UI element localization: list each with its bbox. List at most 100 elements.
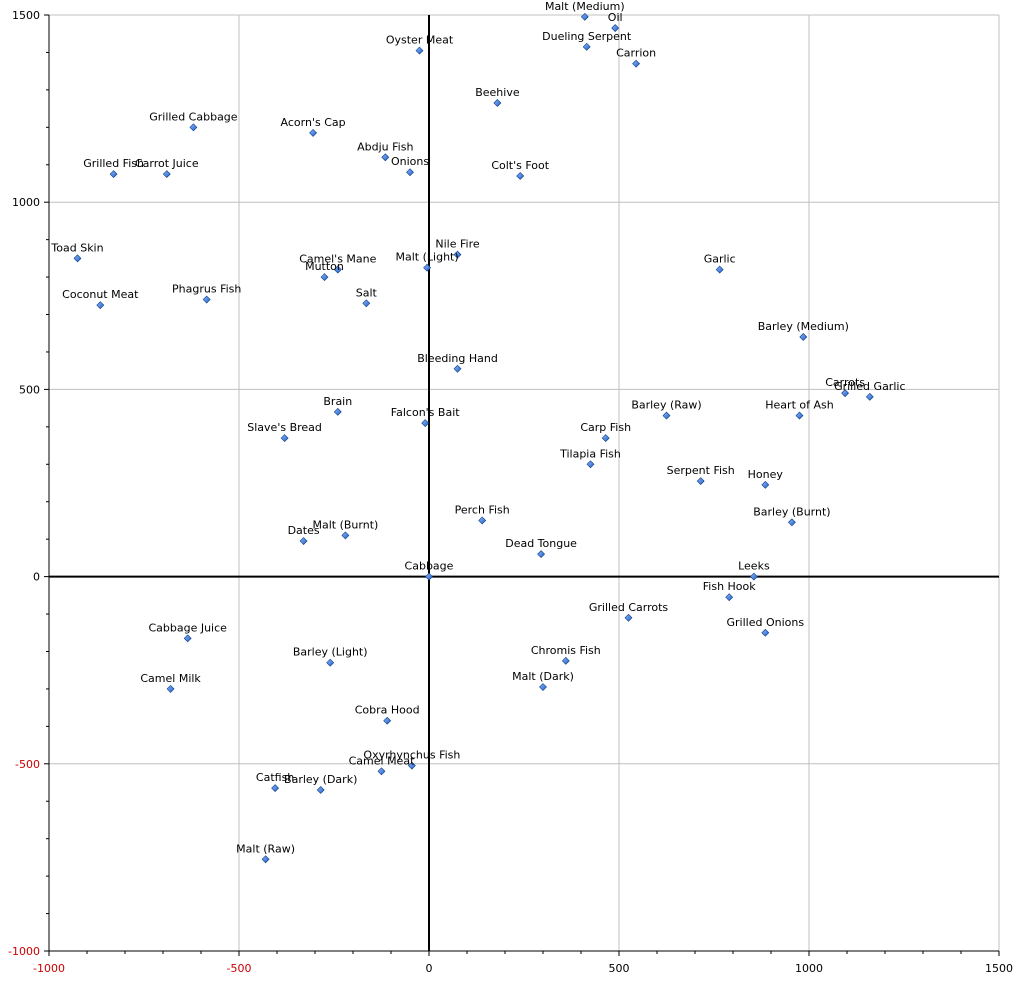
point-label: Cobra Hood [355, 704, 420, 717]
point-label: Malt (Medium) [545, 0, 625, 13]
data-point [749, 572, 758, 581]
point-label: Phagrus Fish [172, 283, 241, 296]
grid-lines [48, 14, 1000, 952]
data-point [320, 273, 329, 282]
data-point [280, 434, 289, 442]
y-tick-label: 1500 [12, 9, 40, 22]
point-label: Brain [323, 395, 352, 408]
point-label: Cabbage [405, 560, 454, 573]
data-point [261, 855, 270, 864]
data-point [725, 593, 734, 602]
data-point [407, 761, 416, 770]
point-label: Oxyrhynchus Fish [363, 749, 460, 762]
point-label: Acorn's Cap [281, 116, 346, 129]
data-point [415, 46, 424, 55]
data-point [761, 628, 770, 637]
data-point [601, 434, 610, 442]
point-label: Leeks [738, 560, 770, 573]
point-label: Mutton [305, 260, 344, 273]
point-label: Colt's Foot [491, 159, 549, 172]
point-label: Carrion [616, 47, 656, 60]
data-point [795, 411, 804, 420]
point-label: Barley (Dark) [284, 773, 357, 786]
data-point [316, 786, 325, 794]
point-label: Malt (Raw) [236, 842, 295, 855]
point-label: Barley (Light) [293, 646, 368, 659]
data-point [109, 170, 118, 179]
data-point [865, 392, 874, 401]
data-point [423, 263, 432, 272]
point-label: Garlic [704, 253, 736, 266]
data-point [761, 480, 770, 489]
data-point [715, 265, 724, 274]
point-label: Falcon's Bait [391, 406, 460, 419]
y-tick-label: -1000 [8, 945, 40, 958]
data-point [189, 123, 198, 132]
data-point [341, 531, 350, 540]
x-tick-label: 1000 [795, 962, 823, 975]
point-label: Grilled Cabbage [149, 110, 238, 123]
data-point [453, 250, 462, 259]
point-label: Heart of Ash [765, 399, 833, 412]
y-tick-label: -500 [15, 758, 40, 771]
data-point [799, 333, 808, 341]
data-point [493, 99, 502, 107]
data-point [333, 265, 342, 274]
point-label: Chromis Fish [531, 644, 601, 657]
point-label: Dead Tongue [505, 537, 577, 550]
point-label: Catfish [256, 771, 294, 784]
data-point [662, 411, 671, 420]
data-point [624, 613, 633, 622]
point-labels: Malt (Medium)Oil Dueling Serpent Carrion Oy… [50, 0, 905, 855]
x-tick-label: -500 [227, 962, 252, 975]
data-point [166, 684, 175, 693]
data-point [586, 460, 595, 469]
point-label: Nile Fire [435, 238, 479, 251]
point-label: Barley (Medium) [758, 320, 849, 333]
data-point [841, 389, 850, 398]
point-label: Onions [391, 155, 429, 168]
data-point [406, 168, 414, 177]
point-label: Malt (Light) [396, 251, 459, 264]
data-point [333, 407, 342, 416]
point-label: Grilled Onions [727, 616, 805, 629]
point-label: Dates [288, 524, 320, 537]
point-label: Grilled Garlic [834, 380, 905, 393]
data-point [96, 301, 105, 310]
tick-labels: -1000 -500 0 500 1000 1500 -1000 -500 0 500 1000 15… [8, 9, 1013, 975]
point-label: Grilled Carrots [589, 601, 669, 614]
data-point [326, 658, 335, 667]
point-label: Camel Milk [140, 672, 201, 685]
data-point [787, 518, 796, 527]
point-label: Malt (Burnt) [312, 518, 378, 531]
point-label: Carrot Juice [135, 157, 199, 170]
point-label: Salt [356, 286, 378, 299]
point-label: Beehive [475, 86, 520, 99]
data-point [611, 24, 620, 33]
data-point [421, 419, 430, 428]
data-point [377, 767, 386, 776]
data-point [73, 254, 82, 263]
data-point [453, 364, 462, 373]
point-label: Tilapia Fish [559, 447, 621, 460]
data-point [561, 656, 570, 665]
data-point [362, 299, 371, 308]
point-label: Coconut Meat [62, 288, 139, 301]
data-point [632, 59, 641, 68]
x-tick-label: 500 [609, 962, 630, 975]
point-label: Bleeding Hand [417, 352, 498, 365]
point-label: Fish Hook [703, 580, 757, 593]
point-label: Perch Fish [455, 503, 510, 516]
point-label: Grilled Fish [83, 157, 144, 170]
data-point [183, 634, 192, 643]
point-label: Cabbage Juice [148, 621, 227, 634]
data-point [383, 716, 392, 725]
data-point [516, 172, 525, 180]
data-point [580, 12, 589, 21]
data-point [537, 550, 546, 559]
axes [44, 14, 1000, 956]
point-label: Abdju Fish [357, 140, 413, 153]
data-point [425, 572, 433, 581]
y-tick-label: 1000 [12, 196, 40, 209]
point-label: Barley (Burnt) [753, 505, 830, 518]
